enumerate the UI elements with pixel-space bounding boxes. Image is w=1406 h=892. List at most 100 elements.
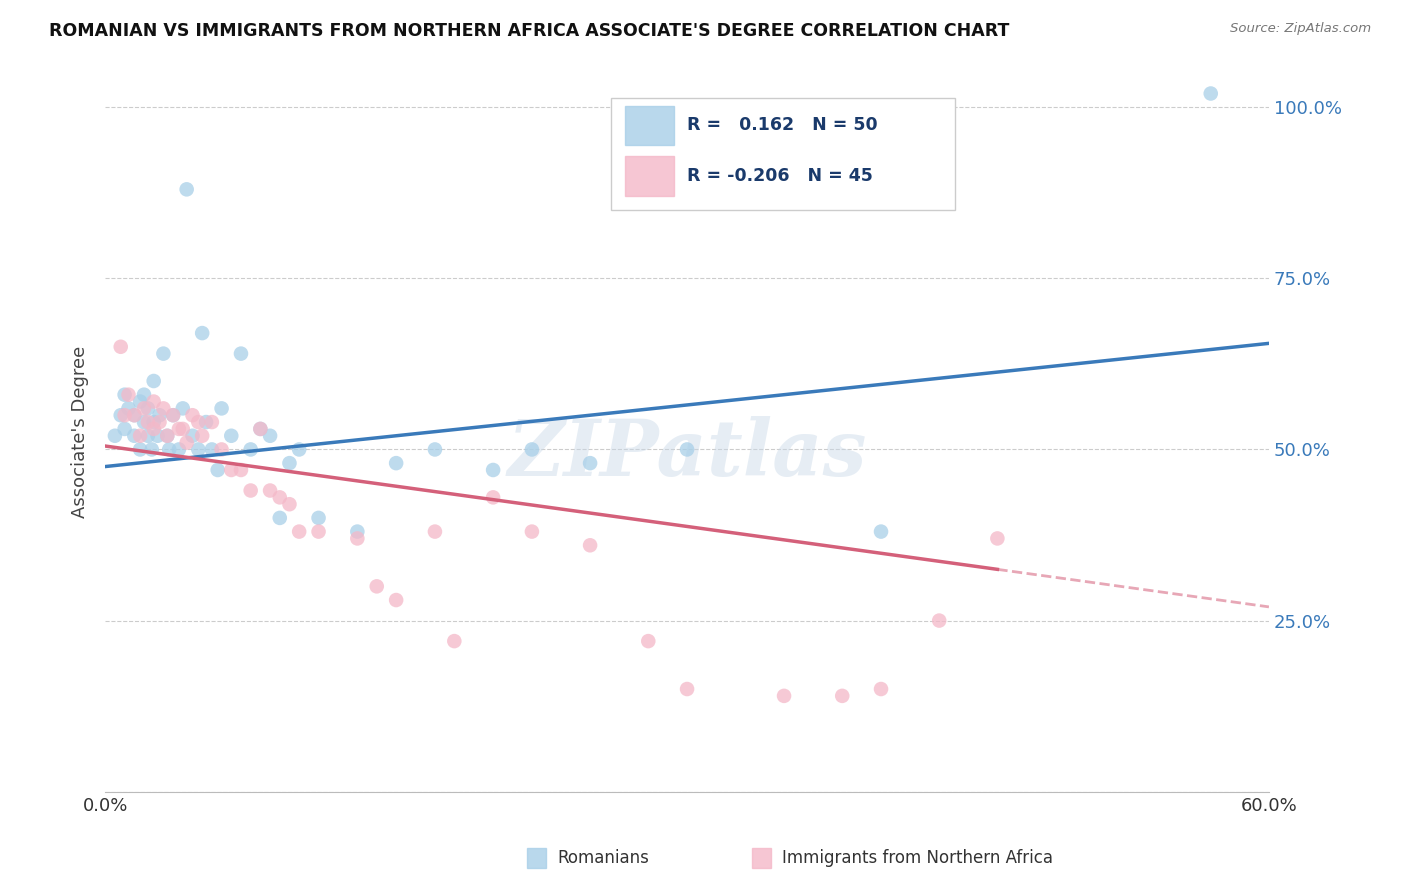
Point bbox=[211, 401, 233, 416]
Text: Romanians: Romanians bbox=[557, 849, 650, 867]
Point bbox=[201, 442, 224, 457]
Point bbox=[520, 442, 543, 457]
Point bbox=[229, 463, 252, 477]
Point bbox=[157, 442, 180, 457]
Point bbox=[142, 394, 165, 409]
Text: ROMANIAN VS IMMIGRANTS FROM NORTHERN AFRICA ASSOCIATE'S DEGREE CORRELATION CHART: ROMANIAN VS IMMIGRANTS FROM NORTHERN AFR… bbox=[49, 22, 1010, 40]
Point bbox=[239, 442, 262, 457]
Point bbox=[482, 463, 505, 477]
Point bbox=[211, 442, 233, 457]
Point bbox=[132, 415, 155, 429]
Point bbox=[104, 429, 127, 443]
Point bbox=[142, 415, 165, 429]
Point bbox=[191, 326, 214, 340]
Point bbox=[162, 409, 184, 423]
Point bbox=[129, 429, 152, 443]
Point bbox=[136, 401, 159, 416]
Point bbox=[870, 681, 893, 696]
Point bbox=[870, 524, 893, 539]
Text: Source: ZipAtlas.com: Source: ZipAtlas.com bbox=[1230, 22, 1371, 36]
Point bbox=[152, 346, 174, 360]
Point bbox=[195, 415, 218, 429]
Point bbox=[1199, 87, 1222, 101]
Point bbox=[269, 511, 291, 525]
Point bbox=[132, 387, 155, 401]
Point bbox=[172, 401, 194, 416]
Point bbox=[176, 435, 198, 450]
Point bbox=[288, 442, 311, 457]
Point bbox=[117, 387, 139, 401]
Point bbox=[229, 346, 252, 360]
Point bbox=[579, 538, 602, 552]
Point bbox=[346, 524, 368, 539]
Point bbox=[269, 491, 291, 505]
Point bbox=[129, 394, 152, 409]
Point bbox=[219, 429, 242, 443]
Point bbox=[423, 442, 446, 457]
Point bbox=[172, 422, 194, 436]
Point bbox=[132, 401, 155, 416]
Point bbox=[187, 415, 209, 429]
Point bbox=[278, 497, 301, 511]
Point bbox=[148, 415, 170, 429]
Text: Immigrants from Northern Africa: Immigrants from Northern Africa bbox=[782, 849, 1053, 867]
Point bbox=[308, 511, 330, 525]
Point bbox=[249, 422, 271, 436]
Point bbox=[167, 442, 190, 457]
Point bbox=[114, 422, 136, 436]
Point bbox=[176, 182, 198, 196]
Bar bbox=[626, 156, 675, 195]
Point bbox=[259, 483, 281, 498]
Point bbox=[423, 524, 446, 539]
Text: R = -0.206   N = 45: R = -0.206 N = 45 bbox=[688, 167, 873, 185]
Point bbox=[637, 634, 659, 648]
Point bbox=[986, 532, 1008, 546]
Point bbox=[110, 340, 132, 354]
Point bbox=[117, 401, 139, 416]
Point bbox=[142, 422, 165, 436]
Point bbox=[346, 532, 368, 546]
Point bbox=[129, 442, 152, 457]
Point bbox=[148, 409, 170, 423]
Point bbox=[114, 387, 136, 401]
Point bbox=[167, 422, 190, 436]
Bar bbox=[626, 105, 675, 145]
Point bbox=[443, 634, 465, 648]
Point bbox=[124, 409, 146, 423]
Point bbox=[207, 463, 229, 477]
Point bbox=[201, 415, 224, 429]
Point bbox=[366, 579, 388, 593]
Point bbox=[385, 456, 408, 470]
Point bbox=[259, 429, 281, 443]
Point bbox=[928, 614, 950, 628]
Point bbox=[385, 593, 408, 607]
Point bbox=[156, 429, 179, 443]
Point bbox=[152, 401, 174, 416]
Point bbox=[124, 429, 146, 443]
Point bbox=[831, 689, 853, 703]
Point bbox=[288, 524, 311, 539]
Point bbox=[136, 415, 159, 429]
Point bbox=[142, 374, 165, 388]
Point bbox=[239, 483, 262, 498]
Point bbox=[187, 442, 209, 457]
Point bbox=[181, 429, 204, 443]
Point bbox=[676, 681, 699, 696]
Text: ZIPatlas: ZIPatlas bbox=[508, 416, 866, 492]
Point bbox=[110, 409, 132, 423]
Point bbox=[191, 429, 214, 443]
Point bbox=[482, 491, 505, 505]
Point bbox=[136, 429, 159, 443]
Point bbox=[249, 422, 271, 436]
Point bbox=[124, 409, 146, 423]
Point bbox=[676, 442, 699, 457]
Point bbox=[579, 456, 602, 470]
Point bbox=[278, 456, 301, 470]
Point bbox=[308, 524, 330, 539]
FancyBboxPatch shape bbox=[612, 98, 955, 210]
Point bbox=[219, 463, 242, 477]
Point bbox=[773, 689, 796, 703]
Point bbox=[162, 409, 184, 423]
Point bbox=[520, 524, 543, 539]
Point bbox=[156, 429, 179, 443]
